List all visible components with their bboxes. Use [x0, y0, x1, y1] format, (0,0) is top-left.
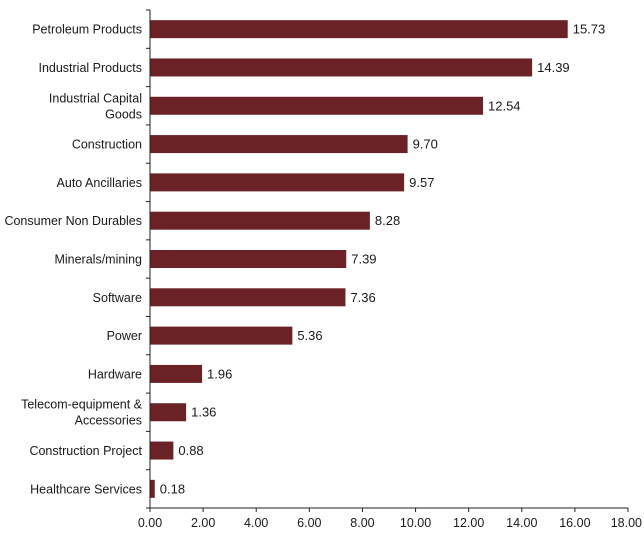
category-label: Industrial Capital	[49, 91, 142, 105]
value-label: 7.36	[350, 290, 375, 305]
x-tick-label: 4.00	[244, 516, 268, 530]
category-label: Healthcare Services	[30, 482, 142, 496]
category-labels: Petroleum Products Industrial Products Ind…	[4, 23, 142, 497]
category-label: Construction Project	[29, 444, 142, 458]
category-label: Construction	[72, 138, 142, 152]
bar	[150, 288, 346, 307]
bars-group	[150, 20, 568, 498]
value-label: 0.18	[160, 481, 185, 496]
x-tick-label: 0.00	[138, 516, 162, 530]
category-label: Software	[93, 291, 142, 305]
x-tick-label: 6.00	[297, 516, 321, 530]
category-label: Minerals/mining	[54, 253, 142, 267]
value-label: 9.70	[413, 137, 438, 152]
bar	[150, 58, 533, 77]
bar	[150, 211, 370, 230]
category-label: Hardware	[88, 367, 142, 381]
value-label: 12.54	[488, 98, 521, 113]
category-label: Accessories	[75, 414, 142, 428]
x-tick-label: 16.00	[559, 516, 590, 530]
category-label: Power	[107, 329, 142, 343]
bar	[150, 479, 155, 498]
value-label: 7.39	[351, 252, 376, 267]
bar	[150, 173, 405, 192]
x-tick-label: 12.00	[453, 516, 484, 530]
x-tick-label: 8.00	[350, 516, 374, 530]
x-tick-label: 18.00	[611, 516, 642, 530]
bar	[150, 250, 347, 268]
x-tick-label: 14.00	[506, 516, 537, 530]
category-label: Goods	[105, 107, 142, 121]
value-labels: 15.73 14.39 12.54 9.70 9.57 8.28 7.39 7.36 5.36 1…	[160, 22, 605, 497]
bar	[150, 441, 174, 460]
y-axis	[146, 9, 151, 509]
bar	[150, 96, 484, 115]
value-label: 9.57	[409, 175, 434, 190]
value-label: 14.39	[537, 60, 570, 75]
bar	[150, 364, 203, 383]
bar	[150, 20, 568, 39]
bar	[150, 403, 187, 422]
x-tick-label: 10.00	[400, 516, 431, 530]
value-label: 0.88	[178, 443, 203, 458]
x-axis: 0.00 2.00 4.00 6.00 8.00 10.00 12.00 14.00 16.00…	[138, 507, 642, 530]
category-label: Petroleum Products	[32, 23, 142, 37]
category-label: Auto Ancillaries	[57, 176, 142, 190]
value-label: 5.36	[297, 328, 322, 343]
value-label: 8.28	[375, 213, 400, 228]
value-label: 15.73	[573, 22, 606, 37]
category-label: Consumer Non Durables	[4, 214, 142, 228]
category-label: Industrial Products	[38, 61, 142, 75]
bar	[150, 135, 408, 154]
category-label: Telecom-equipment &	[21, 398, 143, 412]
value-label: 1.36	[191, 405, 216, 420]
value-label: 1.96	[207, 366, 232, 381]
x-tick-label: 2.00	[191, 516, 215, 530]
bar	[150, 326, 293, 345]
